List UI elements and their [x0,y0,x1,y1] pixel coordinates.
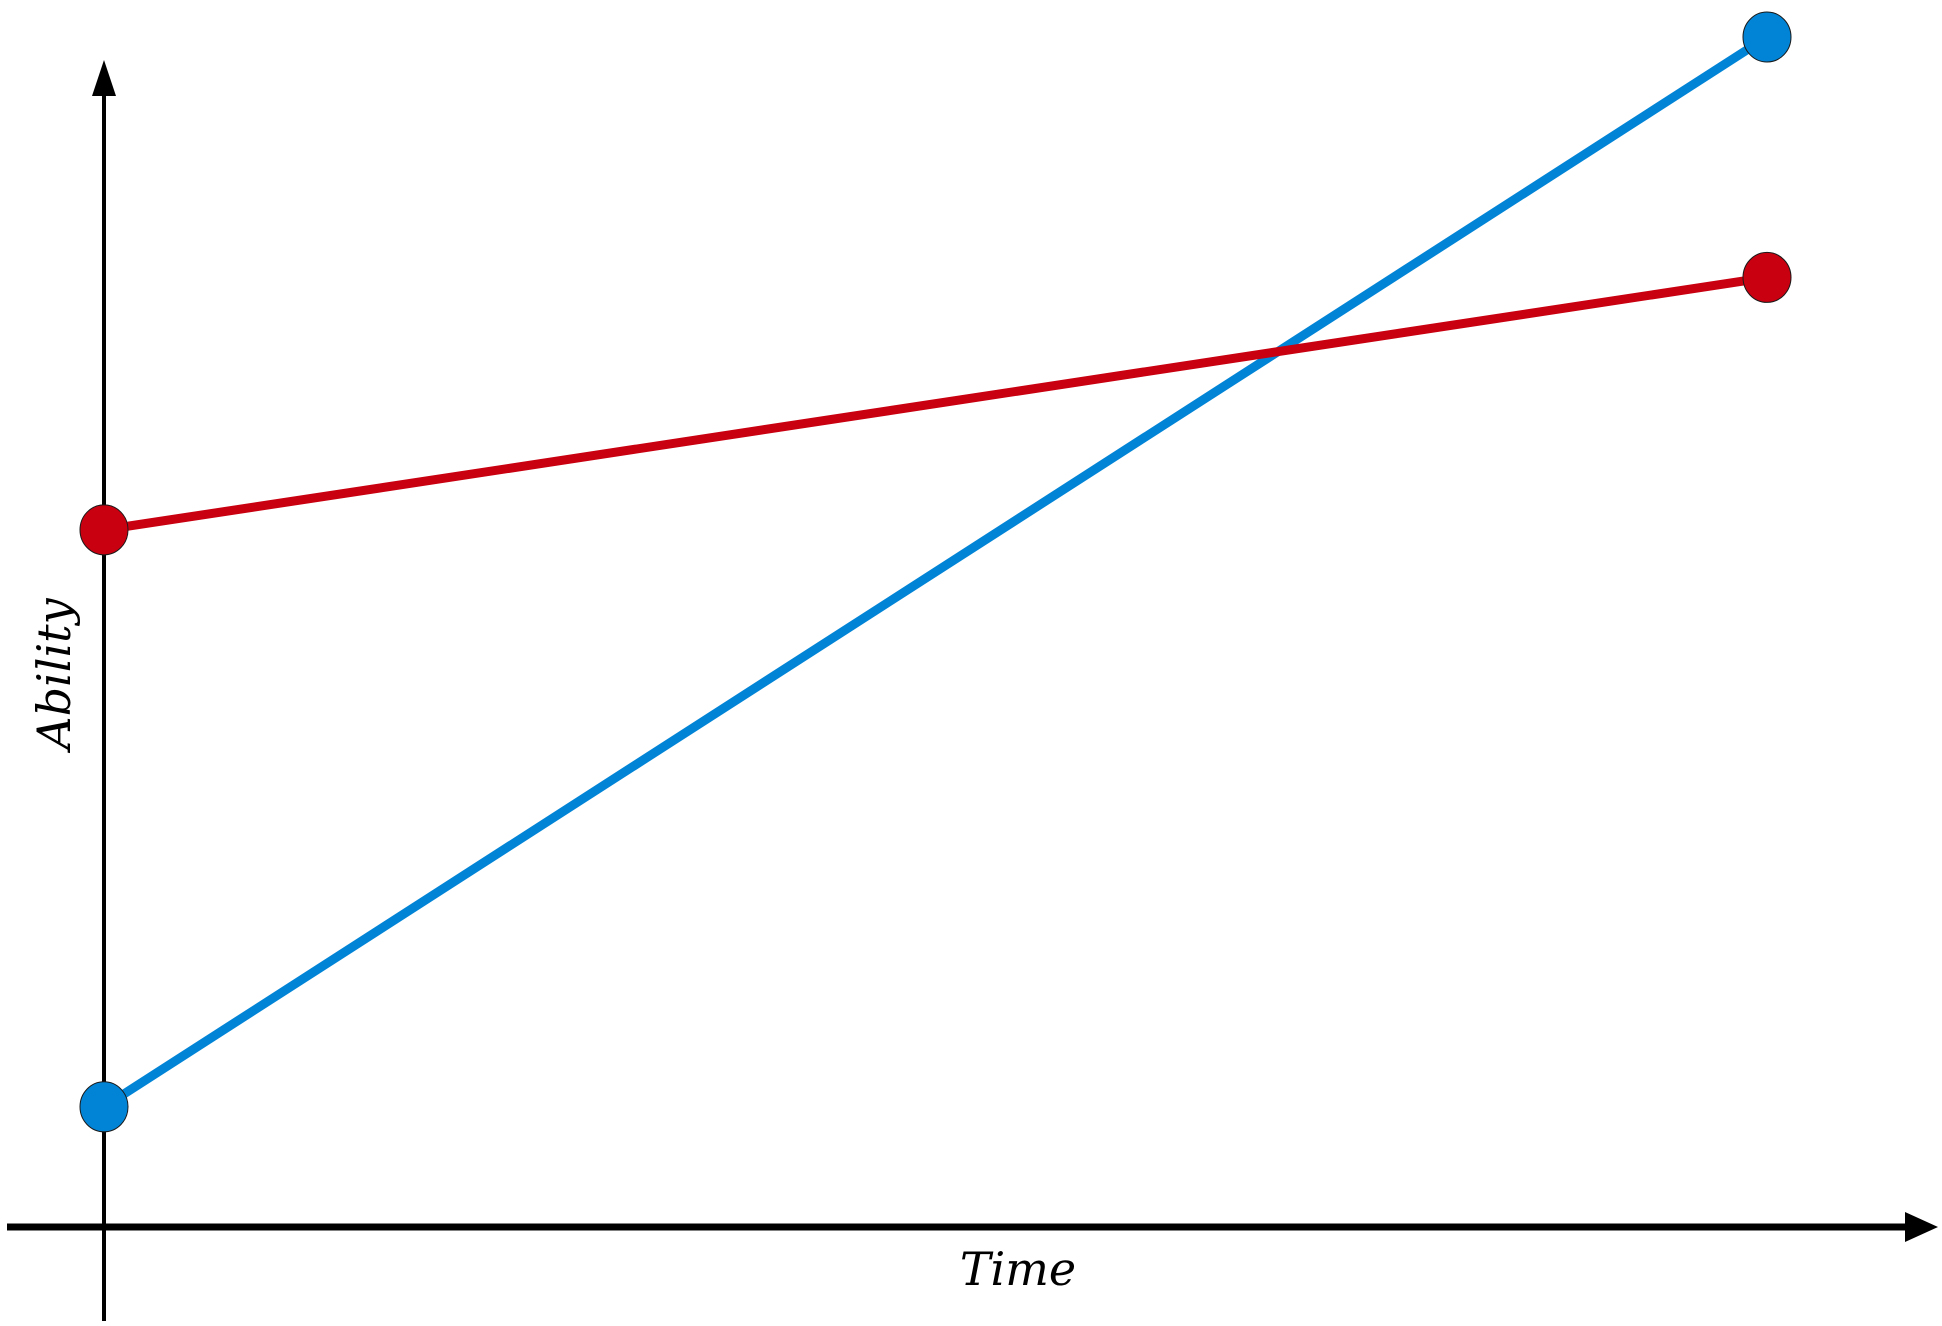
series-2-point-2 [1742,251,1792,303]
x-axis-label: Time [960,1242,1076,1296]
series-1-point-1 [79,1081,129,1133]
y-axis-arrowhead [92,60,116,96]
series-1 [79,11,1792,1133]
y-axis-label: Ability [27,597,81,753]
x-axis: Time [7,1212,1938,1296]
series-1-line [99,32,1772,1112]
x-axis-arrowhead [1905,1212,1938,1242]
series-1-point-2 [1742,11,1792,63]
series-2-point-1 [79,504,129,556]
series-2 [79,251,1792,556]
series-2-line [99,272,1772,535]
series-layer [79,11,1792,1133]
